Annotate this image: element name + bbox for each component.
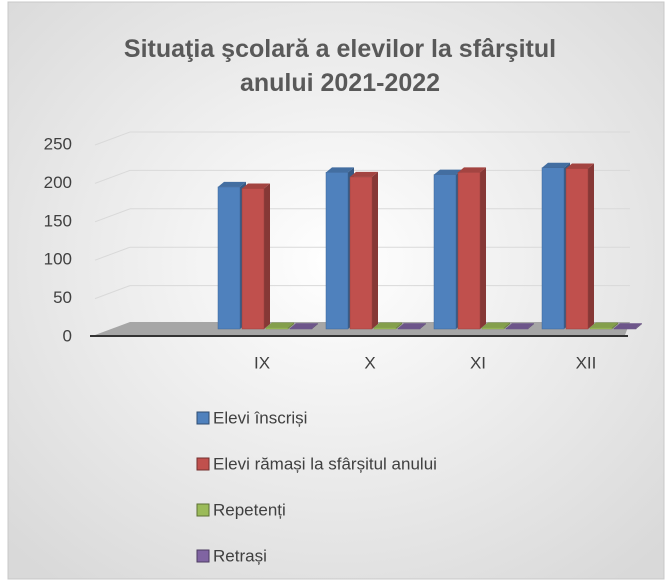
grid-line [94, 169, 131, 184]
bar [349, 176, 373, 330]
bar [457, 172, 481, 330]
bar-side [528, 323, 534, 329]
bar-top [374, 322, 402, 328]
x-tick-label: XII [576, 353, 597, 372]
bar-side [312, 323, 318, 329]
x-tick-label: IX [254, 353, 270, 372]
bar [265, 327, 289, 330]
bar-top [326, 167, 354, 173]
bar [289, 327, 313, 330]
bar [589, 327, 613, 330]
bar [217, 186, 241, 330]
grid-line [94, 131, 131, 146]
bar-side [420, 323, 426, 329]
bar-top [242, 183, 270, 189]
bar-top [542, 162, 570, 168]
bar [481, 327, 505, 330]
bar-top [290, 323, 318, 329]
legend-label: Repetenți [213, 500, 286, 519]
bar-top [266, 322, 294, 328]
legend-swatch [196, 457, 210, 471]
bar [565, 168, 589, 330]
bar [541, 167, 565, 330]
bar-top [398, 323, 426, 329]
bar [505, 327, 529, 330]
bar-side [288, 322, 294, 329]
bar-top [350, 171, 378, 177]
bar [373, 327, 397, 330]
y-tick-label: 150 [44, 211, 72, 230]
bar [397, 327, 421, 330]
bar-side [636, 323, 642, 329]
bar-top [566, 163, 594, 169]
bar-side [504, 322, 510, 329]
bar-side [396, 322, 402, 329]
bar [241, 188, 265, 330]
y-tick-label: 0 [63, 326, 72, 345]
legend-swatch [196, 411, 210, 425]
bar-side [264, 183, 270, 329]
x-tick-label: X [364, 353, 375, 372]
legend-swatch [196, 549, 210, 563]
bar-top [506, 323, 534, 329]
bar-side [612, 322, 618, 329]
bar-top [614, 323, 642, 329]
bar-side [480, 167, 486, 329]
bar [325, 172, 349, 330]
bar-top [434, 169, 462, 175]
grid-line [94, 285, 131, 300]
bar [613, 327, 637, 330]
bar [433, 174, 457, 330]
y-tick-label: 200 [44, 173, 72, 192]
bar-top [458, 167, 486, 173]
y-tick-label: 50 [53, 288, 72, 307]
bar-side [372, 171, 378, 329]
bar-top [590, 322, 618, 328]
x-tick-label: XI [470, 353, 486, 372]
y-tick-label: 100 [44, 250, 72, 269]
grid-line [94, 208, 131, 223]
y-tick-label: 250 [44, 134, 72, 153]
legend-label: Elevi rămași la sfârșitul anului [213, 454, 437, 473]
legend-swatch [196, 503, 210, 517]
chart-title: Situaţia şcolară a elevilor la sfârşitul… [123, 35, 557, 97]
bar-top [218, 181, 246, 187]
legend-label: Elevi înscriși [213, 408, 307, 427]
bar-side [588, 163, 594, 329]
bar-top [482, 322, 510, 328]
grid-line [94, 246, 131, 261]
legend-label: Retrași [213, 546, 267, 565]
